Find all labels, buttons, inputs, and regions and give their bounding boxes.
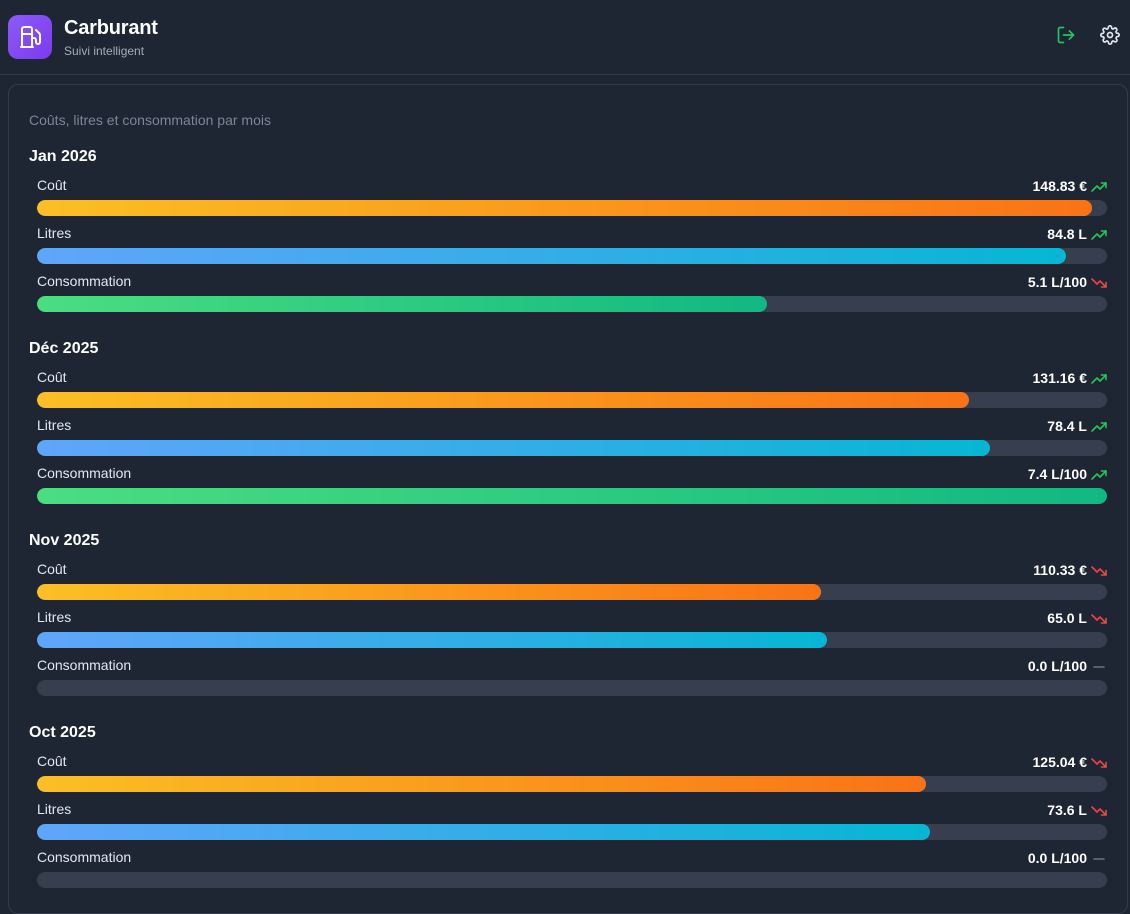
metric-value: 5.1 L/100 [1027, 274, 1087, 290]
gear-icon [1100, 24, 1120, 50]
trend-down-icon [1091, 756, 1107, 768]
metric-row-consumption: Consommation 0.0 L/100 [37, 849, 1107, 893]
trend-flat-icon [1091, 660, 1107, 672]
metric-row-consumption: Consommation 7.4 L/100 [37, 465, 1107, 509]
progress-track [37, 488, 1107, 504]
metric-label: Litres [37, 801, 72, 817]
metric-value: 131.16 € [1032, 370, 1088, 386]
progress-fill [37, 392, 969, 408]
metric-value: 73.6 L [1047, 802, 1087, 818]
metric-row-litres: Litres 73.6 L [37, 801, 1107, 845]
progress-track [37, 440, 1107, 456]
trend-down-icon [1091, 564, 1107, 576]
trend-up-icon [1091, 372, 1107, 384]
monthly-stats-panel: Coûts, litres et consommation par mois J… [8, 84, 1128, 914]
app-subtitle: Suivi intelligent [64, 44, 145, 58]
app-header: Carburant Suivi intelligent [0, 0, 1130, 75]
trend-up-icon [1091, 228, 1107, 240]
progress-track [37, 392, 1107, 408]
metric-label: Litres [37, 609, 72, 625]
metric-value: 84.8 L [1047, 226, 1087, 242]
month-title: Déc 2025 [29, 340, 99, 357]
metric-label: Consommation [37, 849, 132, 865]
metric-row-cost: Coût 125.04 € [37, 753, 1107, 797]
trend-up-icon [1091, 420, 1107, 432]
progress-track [37, 632, 1107, 648]
metric-row-cost: Coût 148.83 € [37, 177, 1107, 221]
metric-label: Coût [37, 561, 67, 577]
metric-row-litres: Litres 78.4 L [37, 417, 1107, 461]
progress-fill [37, 584, 822, 600]
metric-value: 65.0 L [1047, 610, 1087, 626]
progress-track [37, 776, 1107, 792]
trend-down-icon [1091, 804, 1107, 816]
metric-label: Coût [37, 369, 67, 385]
metric-value: 78.4 L [1047, 418, 1087, 434]
metric-row-consumption: Consommation 5.1 L/100 [37, 273, 1107, 317]
progress-fill [37, 632, 827, 648]
metric-value: 110.33 € [1033, 562, 1087, 578]
trend-flat-icon [1091, 852, 1107, 864]
metric-value: 148.83 € [1032, 178, 1088, 194]
progress-fill [37, 248, 1067, 264]
progress-track [37, 200, 1107, 216]
progress-track [37, 872, 1107, 888]
metric-row-litres: Litres 65.0 L [37, 609, 1107, 653]
trend-down-icon [1091, 276, 1107, 288]
progress-fill [37, 200, 1093, 216]
logout-button[interactable] [1055, 26, 1077, 48]
month-title: Jan 2026 [29, 148, 97, 165]
trend-up-icon [1091, 468, 1107, 480]
month-title: Oct 2025 [29, 724, 96, 741]
panel-caption: Coûts, litres et consommation par mois [29, 112, 271, 128]
progress-track [37, 296, 1107, 312]
metric-label: Consommation [37, 657, 132, 673]
metric-label: Coût [37, 177, 67, 193]
metric-label: Litres [37, 225, 72, 241]
progress-fill [37, 488, 1107, 504]
progress-fill [37, 824, 931, 840]
metric-row-cost: Coût 110.33 € [37, 561, 1107, 605]
app-title: Carburant [64, 17, 158, 39]
metric-row-cost: Coût 131.16 € [37, 369, 1107, 413]
fuel-pump-icon [8, 15, 52, 59]
logout-icon [1056, 25, 1076, 50]
month-title: Nov 2025 [29, 532, 100, 549]
metric-value: 0.0 L/100 [1027, 850, 1087, 866]
trend-down-icon [1091, 612, 1107, 624]
progress-fill [37, 296, 767, 312]
metric-value: 7.4 L/100 [1027, 466, 1087, 482]
metric-value: 125.04 € [1032, 754, 1088, 770]
metric-value: 0.0 L/100 [1027, 658, 1087, 674]
progress-fill [37, 440, 991, 456]
metric-label: Consommation [37, 273, 132, 289]
progress-track [37, 680, 1107, 696]
metric-label: Consommation [37, 465, 132, 481]
progress-track [37, 248, 1107, 264]
progress-track [37, 824, 1107, 840]
metric-label: Litres [37, 417, 72, 433]
progress-track [37, 584, 1107, 600]
metric-row-litres: Litres 84.8 L [37, 225, 1107, 269]
settings-button[interactable] [1099, 24, 1121, 50]
progress-fill [37, 776, 927, 792]
metric-label: Coût [37, 753, 67, 769]
trend-up-icon [1091, 180, 1107, 192]
metric-row-consumption: Consommation 0.0 L/100 [37, 657, 1107, 701]
